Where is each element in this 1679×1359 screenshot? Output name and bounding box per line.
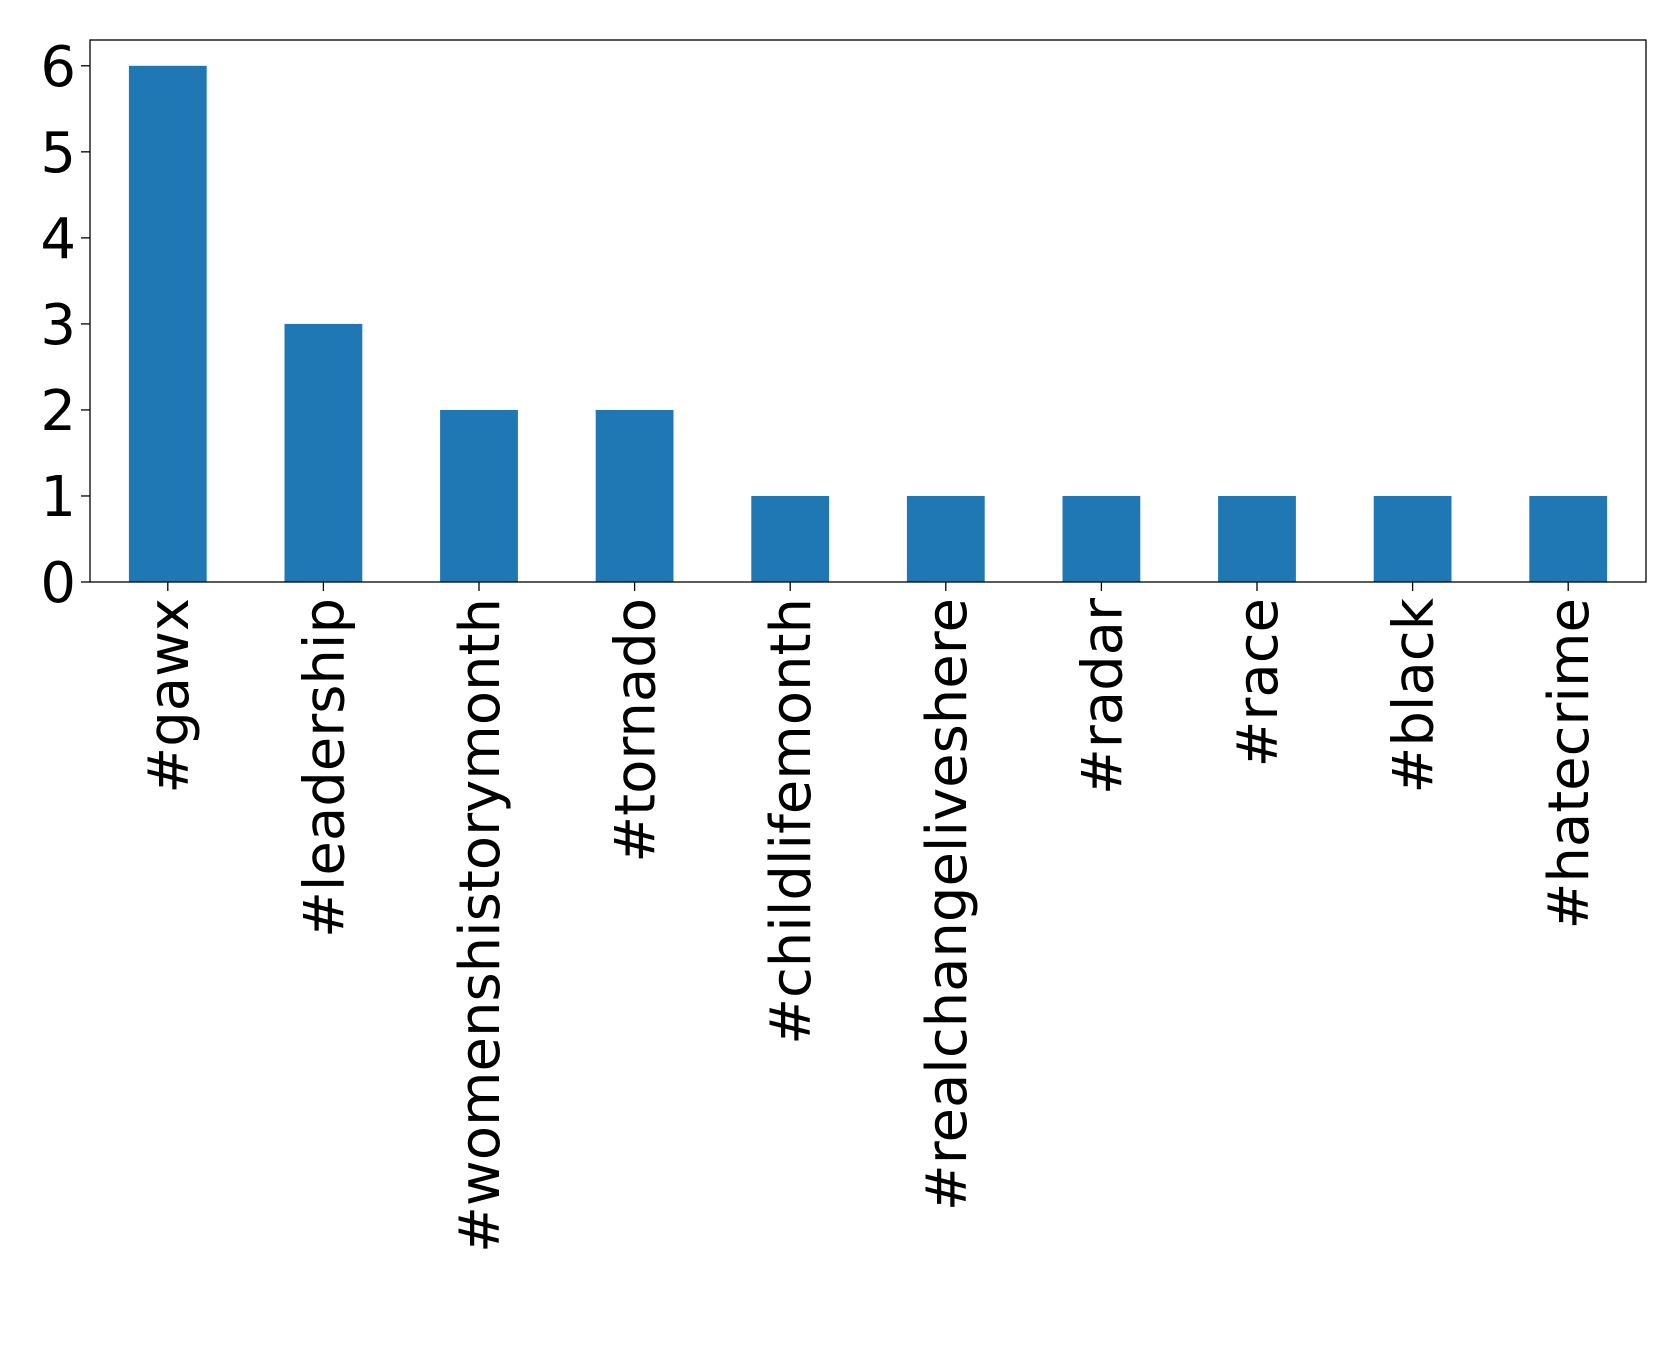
bar (440, 409, 518, 582)
x-tick-label: #hatecrime (1537, 598, 1602, 930)
x-tick-label: #gawx (137, 598, 202, 794)
bar (128, 65, 207, 583)
bar (595, 409, 674, 582)
y-axis: 0 1 2 3 4 5 6 (40, 35, 90, 616)
x-tick-label: #realchangeliveshere (915, 598, 980, 1211)
x-axis: #gawx #leadership #womenshistorymonth #torn… (137, 582, 1602, 1253)
x-tick-label: #womenshistorymonth (448, 598, 513, 1253)
y-tick-label: 3 (40, 293, 76, 358)
x-tick-label: #black (1382, 597, 1447, 793)
bar (1529, 495, 1608, 582)
x-tick-label: #race (1226, 598, 1291, 768)
y-tick-label: 0 (40, 551, 76, 616)
axes-frame (89, 39, 1647, 583)
y-tick-label: 5 (40, 121, 76, 186)
bar (751, 495, 830, 582)
bar (1373, 495, 1452, 582)
bar (906, 495, 985, 582)
x-tick-label: #childlifemonth (759, 598, 824, 1045)
y-tick-label: 1 (40, 465, 76, 530)
x-tick-label: #tornado (604, 598, 669, 863)
y-tick-label: 6 (40, 35, 76, 100)
y-tick-label: 2 (40, 379, 76, 444)
y-tick-label: 4 (40, 207, 76, 272)
x-tick-label: #radar (1070, 597, 1135, 795)
bar (1062, 495, 1141, 582)
bar (1218, 495, 1296, 582)
bar (284, 323, 363, 582)
x-tick-label: #leadership (292, 598, 357, 938)
bars-layer (128, 65, 1608, 583)
